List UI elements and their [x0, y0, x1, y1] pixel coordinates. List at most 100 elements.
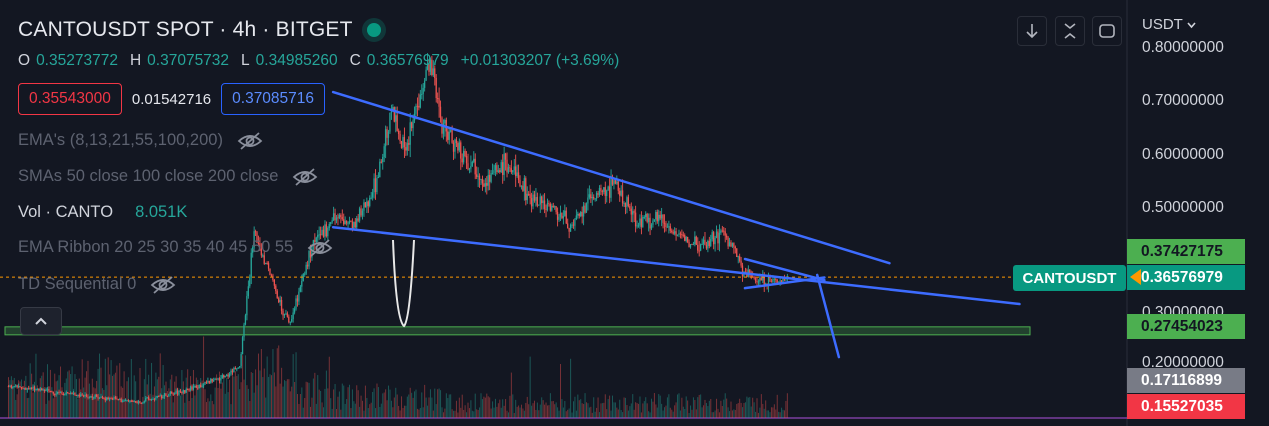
candle-body [455, 139, 458, 144]
candle-body [601, 191, 603, 193]
volume-bar [739, 398, 741, 418]
candle-body [653, 219, 656, 221]
sell-price-button[interactable]: 0.35543000 [18, 83, 122, 115]
candle-body [763, 275, 765, 287]
symbol-title[interactable]: CANTOUSDT SPOT · 4h · BITGET [18, 18, 353, 41]
candle-body [633, 211, 635, 213]
volume-bar [639, 396, 641, 418]
axis-label: 0.70000000 [1142, 92, 1224, 109]
candle-body [465, 156, 468, 164]
volume-bar [15, 399, 17, 418]
candle-body [132, 400, 134, 402]
volume-bar [645, 397, 647, 418]
volume-bar [408, 394, 410, 418]
candle-body [314, 240, 316, 242]
volume-bar [87, 360, 89, 418]
volume-bar [393, 397, 395, 418]
volume-bar [314, 372, 316, 418]
fullscreen-button[interactable] [1092, 16, 1122, 46]
candle-body [597, 193, 599, 195]
candle-body [529, 194, 531, 199]
currency-selector[interactable]: USDT [1142, 16, 1196, 33]
candle-body [610, 176, 612, 198]
candle-body [171, 391, 173, 394]
volume-bar [288, 379, 290, 418]
indicator-ema-ribbon[interactable]: EMA Ribbon 20 25 30 35 40 45 50 55 [18, 238, 333, 257]
volume-bar [704, 399, 706, 418]
collapse-legend-button[interactable] [20, 307, 62, 335]
volume-bar [620, 410, 622, 418]
indicator-ema[interactable]: EMA's (8,13,21,55,100,200) [18, 131, 263, 150]
candle-body [130, 400, 132, 402]
candle-body [662, 214, 664, 223]
volume-bar [35, 353, 37, 418]
volume-bar [707, 406, 709, 418]
candle-body [423, 80, 426, 88]
indicator-sma[interactable]: SMAs 50 close 100 close 200 close [18, 167, 318, 186]
hidden-eye-icon[interactable] [307, 238, 333, 257]
volume-bar [103, 389, 105, 418]
candle-body [111, 398, 114, 400]
candle-body [357, 218, 359, 221]
volume-bar [341, 383, 343, 418]
candle-body [285, 313, 287, 315]
candle-body [737, 256, 739, 258]
scroll-down-button[interactable] [1017, 16, 1047, 46]
volume-bar [110, 360, 112, 418]
candle-body [304, 273, 306, 275]
volume-bar [21, 379, 23, 418]
volume-bar [48, 400, 50, 418]
candle-body [156, 395, 158, 398]
volume-bar [366, 397, 368, 418]
candle-body [186, 389, 189, 391]
volume-bar [542, 400, 544, 418]
maximize-pane-button[interactable] [1055, 16, 1085, 46]
candle-body [587, 197, 589, 204]
candle-body [525, 178, 527, 201]
candle-body [71, 393, 73, 395]
candle-body [772, 279, 774, 282]
indicator-volume[interactable]: Vol · CANTO 8.051K [18, 203, 187, 222]
candle-body [36, 388, 38, 390]
candle-body [233, 368, 235, 373]
candle-body [603, 187, 605, 192]
candle-body [211, 378, 213, 382]
candle-body [218, 378, 221, 381]
indicator-td-sequential[interactable]: TD Sequential 0 [18, 275, 176, 294]
volume-bar [427, 405, 429, 418]
volume-bar [243, 379, 245, 418]
volume-bar [416, 408, 418, 418]
volume-bar [571, 412, 573, 418]
volume-bar [402, 407, 404, 418]
candle-body [106, 397, 108, 401]
volume-bar [315, 403, 317, 418]
hidden-eye-icon[interactable] [237, 131, 263, 150]
candle-body [149, 399, 151, 401]
volume-bar [100, 367, 102, 418]
volume-bar [561, 399, 563, 418]
candle-body [348, 220, 351, 224]
chevron-down-icon [1187, 22, 1196, 29]
candle-body [80, 394, 82, 397]
candle-body [686, 236, 689, 243]
volume-bar [520, 404, 522, 418]
volume-bar [688, 412, 690, 418]
volume-bar [97, 368, 99, 418]
candle-body [199, 384, 202, 388]
candle-body [723, 230, 725, 232]
hidden-eye-icon[interactable] [292, 167, 318, 186]
volume-bar [174, 381, 176, 418]
candle-body [684, 234, 686, 241]
candle-body [337, 217, 339, 219]
buy-price-button[interactable]: 0.37085716 [221, 83, 326, 115]
volume-bar [376, 383, 378, 418]
volume-bar [597, 397, 599, 418]
hidden-eye-icon[interactable] [150, 275, 176, 294]
volume-bar [744, 402, 746, 418]
volume-bar [283, 380, 285, 418]
candle-body [129, 400, 131, 402]
volume-bar [240, 382, 242, 418]
candle-body [447, 131, 449, 140]
collapse-arrows-icon [1064, 23, 1076, 39]
